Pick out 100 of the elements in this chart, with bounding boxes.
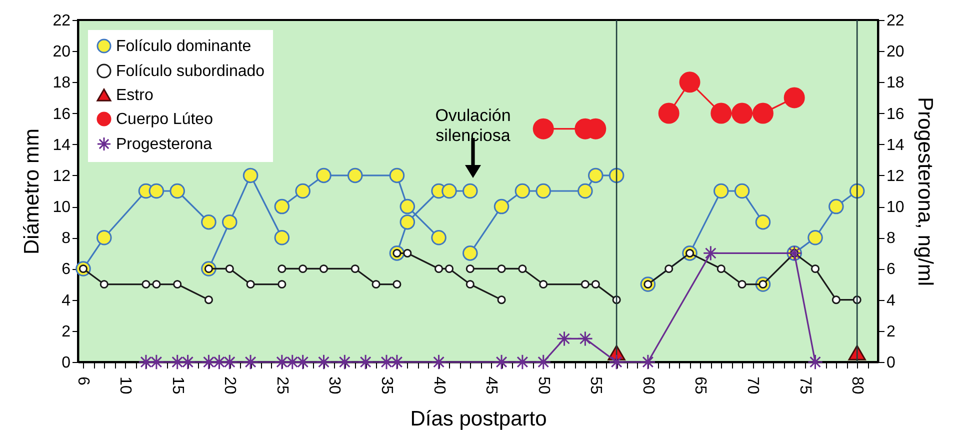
point — [274, 230, 290, 246]
y2-tick-label: 12 — [886, 168, 904, 185]
y-tick-label: 10 — [52, 199, 71, 216]
point — [578, 183, 593, 199]
point — [466, 280, 474, 289]
legend-label: Folículo subordinado — [116, 63, 265, 80]
x-tick-label: 55 — [587, 376, 604, 394]
y-tick-label: 18 — [52, 74, 71, 92]
y-tick-label: 6 — [62, 261, 71, 278]
point — [389, 354, 405, 370]
y-tick-label: 14 — [52, 136, 71, 154]
point — [400, 198, 416, 214]
x-tick-label: 50 — [534, 376, 552, 394]
point — [444, 264, 454, 274]
legend-label: Progesterona — [116, 136, 212, 153]
point — [201, 214, 216, 230]
x-tick-label: 6 — [74, 376, 92, 386]
point — [180, 354, 196, 370]
point — [372, 280, 380, 289]
point — [225, 264, 234, 274]
point — [278, 264, 286, 274]
point — [242, 168, 258, 184]
point — [556, 330, 572, 347]
point — [810, 264, 820, 274]
point — [577, 330, 594, 347]
x-tick-label: 10 — [116, 376, 134, 394]
y2-tick-label: 14 — [886, 136, 904, 154]
point — [532, 118, 554, 140]
point — [849, 183, 865, 199]
x-tick-label: 45 — [482, 376, 500, 394]
x-tick-label: 40 — [430, 376, 448, 394]
point — [494, 354, 510, 370]
point — [431, 230, 446, 246]
point — [138, 354, 154, 370]
point — [738, 280, 746, 289]
point — [514, 354, 530, 370]
x-tick-label: 70 — [744, 376, 762, 394]
point — [242, 354, 258, 370]
point — [514, 183, 530, 199]
x-axis-title: Días postparto — [410, 407, 547, 430]
point — [378, 354, 394, 370]
point — [591, 280, 600, 289]
point — [518, 264, 527, 274]
point — [608, 354, 624, 370]
point — [539, 280, 548, 289]
point — [734, 183, 750, 199]
point — [278, 280, 286, 289]
point — [400, 214, 416, 230]
y2-tick-label: 6 — [886, 261, 896, 278]
point — [430, 354, 447, 370]
point — [316, 354, 332, 370]
point — [316, 168, 332, 184]
point — [588, 168, 604, 184]
y2-tick-label: 10 — [886, 199, 904, 216]
point — [170, 354, 186, 370]
x-tick-label: 15 — [168, 376, 186, 394]
point — [640, 354, 656, 370]
y2-axis-title: Progesterona, ng/ml — [913, 96, 936, 286]
y-tick-label: 22 — [52, 12, 71, 30]
point — [246, 280, 255, 289]
x-tick-label: 80 — [848, 376, 866, 394]
point — [336, 354, 352, 370]
point — [204, 296, 214, 304]
point — [784, 87, 805, 108]
y-tick-label: 4 — [62, 292, 71, 310]
point — [347, 168, 363, 184]
y-tick-label: 20 — [52, 44, 71, 61]
y-tick-label: 8 — [62, 230, 71, 248]
x-tick-label: 20 — [221, 376, 238, 394]
point — [274, 198, 290, 214]
point — [807, 354, 824, 370]
y2-tick-label: 4 — [886, 292, 896, 310]
point — [732, 102, 753, 124]
point — [152, 280, 161, 289]
legend-label: Cuerpo Lúteo — [116, 111, 214, 128]
point — [702, 245, 718, 262]
point — [274, 354, 290, 370]
point — [679, 72, 700, 93]
point — [752, 102, 774, 124]
point — [497, 264, 506, 274]
point — [580, 280, 590, 289]
point — [713, 183, 729, 199]
point — [298, 264, 308, 274]
point — [608, 168, 624, 184]
x-tick-label: 75 — [796, 376, 814, 394]
legend-label: Estro — [116, 87, 154, 104]
y-tick-label: 16 — [52, 106, 71, 123]
point — [658, 102, 680, 124]
point — [716, 264, 726, 274]
x-tick-label: 60 — [639, 376, 656, 394]
point — [497, 296, 506, 304]
annotation: Ovulación silenciosa — [435, 106, 511, 145]
y-tick-label: 0 — [62, 354, 71, 372]
point — [211, 354, 227, 370]
point — [173, 280, 182, 289]
point — [536, 183, 551, 199]
point — [442, 183, 457, 199]
y2-tick-label: 8 — [886, 230, 896, 248]
point — [96, 230, 112, 246]
point — [755, 214, 771, 230]
